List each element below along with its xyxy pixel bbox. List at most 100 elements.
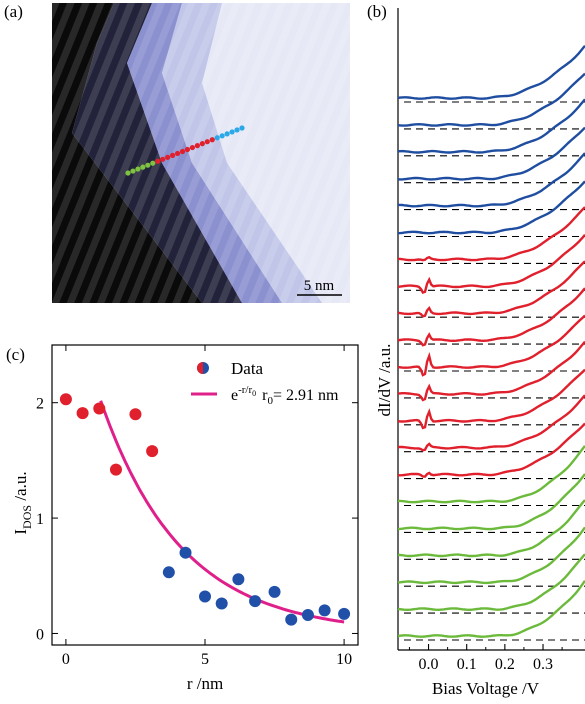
data-point [318, 604, 331, 617]
decay-y-axis-label-sub: DOS [20, 505, 34, 529]
dIdV-spectrum-curve [397, 445, 585, 504]
decay-y-tick-label: 1 [36, 511, 44, 528]
measurement-dot [174, 150, 181, 157]
dIdV-spectrum-curve [397, 394, 585, 452]
legend-data-marker [197, 362, 209, 374]
spectra-x-tick-label: 0.0 [419, 656, 439, 673]
dIdV-spectrum-curve [398, 422, 585, 478]
measurement-dot [224, 131, 230, 137]
legend-data-label: Data [231, 359, 264, 378]
decay-plot-frame [51, 344, 359, 646]
data-point [249, 595, 262, 608]
dIdV-spectrum-curve [397, 499, 585, 558]
legend-fit-param-value: = 2.91 nm [273, 387, 339, 404]
data-point [199, 590, 211, 603]
dIdV-spectrum-curve [398, 152, 585, 208]
dIdV-spectrum-curve [397, 180, 585, 235]
data-point [162, 566, 175, 579]
measurement-dot [135, 166, 141, 172]
dIdV-spectrum-curve [397, 314, 585, 377]
panel-a-label: (a) [4, 2, 23, 21]
dIdV-spectrum-curve [397, 260, 585, 318]
data-point [232, 573, 245, 586]
data-point [268, 585, 281, 598]
legend-fit-param: r [262, 387, 268, 404]
decay-y-tick-label: 2 [36, 396, 44, 413]
measurement-dot [209, 137, 215, 143]
scale-bar-label: 5 nm [304, 278, 335, 294]
legend-data-marker-half [197, 362, 203, 374]
measurement-dot [170, 152, 176, 158]
data-point [215, 597, 228, 610]
measurement-dot [194, 143, 200, 149]
legend-fit-param-sub: 0 [267, 395, 273, 407]
measurement-dot [229, 129, 235, 135]
data-point [146, 445, 159, 458]
dIdV-spectrum-curve [397, 45, 585, 100]
measurement-dot [189, 144, 196, 151]
legend-fit-base: e [231, 387, 238, 404]
measurement-dot [179, 148, 186, 155]
decay-x-tick-label: 0 [62, 651, 70, 668]
decay-x-tick-label: 5 [201, 651, 209, 668]
measurement-dot [199, 141, 205, 147]
measurement-dot [239, 125, 245, 131]
measurement-dot [155, 158, 161, 164]
data-point [301, 609, 314, 621]
decay-x-tick-label: 10 [336, 651, 352, 668]
data-point [129, 408, 142, 421]
spectra-x-tick-label: 0.3 [533, 656, 553, 673]
dIdV-spectrum-curve [397, 72, 585, 127]
legend-fit-exponent: -r/r [238, 384, 252, 396]
dIdV-spectrum-curve [397, 526, 585, 585]
measurement-dot [140, 164, 146, 170]
data-point [338, 607, 351, 620]
data-point [109, 463, 122, 476]
measurement-dot [214, 135, 220, 141]
dIdV-spectrum-curve [397, 340, 585, 402]
panel-c-label: (c) [6, 345, 25, 364]
data-point [76, 407, 89, 420]
dIdV-spectrum-curve [397, 206, 585, 262]
measurement-dot [145, 162, 151, 168]
measurement-dot [150, 160, 156, 166]
spectra-x-axis-label: Bias Voltage /V [432, 679, 540, 698]
measurement-dot [165, 154, 171, 160]
dIdV-spectrum-curve [397, 287, 585, 347]
measurement-dot [160, 156, 166, 162]
exponential-fit-curve [99, 400, 345, 624]
decay-y-axis-label: IDOS /a.u. [11, 471, 34, 534]
measurement-dot [204, 139, 210, 145]
chart-legend: Data e-r/r0 r0= 2.91 nm [191, 359, 339, 407]
measurement-dot [125, 170, 131, 176]
spectra-y-axis-label: dI/dV /a.u. [375, 344, 394, 417]
measurement-dot [130, 168, 136, 174]
dIdV-spectrum-curve [397, 553, 585, 611]
measurement-dot [184, 146, 191, 153]
spectra-x-tick-label: 0.1 [457, 656, 477, 673]
decay-y-axis-label-main: I [11, 529, 30, 535]
decay-y-tick-label: 0 [36, 626, 44, 643]
dIdV-spectrum-curve [397, 126, 585, 181]
stm-atomic-rows [52, 3, 350, 303]
data-point [285, 613, 298, 626]
data-point [179, 546, 192, 559]
stm-image-svg: 5 nm [52, 3, 350, 303]
dIdV-spectrum-curve [397, 368, 585, 430]
measurement-points [125, 125, 245, 176]
spectra-x-tick-label: 0.2 [495, 656, 515, 673]
panel-b-label: (b) [367, 2, 387, 21]
dIdV-spectrum-curve [397, 98, 585, 154]
dIdV-spectrum-curve [397, 234, 585, 294]
stm-topography-image: 5 nm [52, 3, 350, 303]
legend-fit-label: e-r/r0 r0= 2.91 nm [231, 384, 339, 407]
decay-y-axis-label-suffix: /a.u. [11, 471, 30, 505]
data-point [59, 393, 72, 406]
measurement-dot [234, 127, 240, 133]
measurement-dot [219, 133, 225, 139]
dIdV-spectrum-curve [397, 580, 585, 638]
legend-fit-exponent-sub: 0 [252, 389, 256, 398]
decay-x-axis-label: r /nm [187, 674, 223, 693]
data-point [93, 402, 106, 415]
dIdV-spectrum-curve [397, 473, 585, 531]
